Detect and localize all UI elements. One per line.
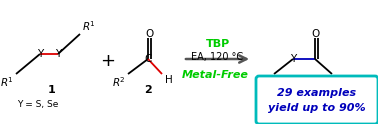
Text: Y: Y: [290, 54, 296, 64]
Text: Y = S, Se: Y = S, Se: [17, 99, 59, 108]
Text: $R^1$: $R^1$: [0, 75, 14, 89]
Text: Y: Y: [37, 49, 43, 59]
Text: EA, 120 °C: EA, 120 °C: [191, 52, 243, 62]
Text: O: O: [312, 29, 320, 39]
Text: TBP: TBP: [205, 39, 229, 49]
Text: O: O: [145, 29, 153, 39]
Text: +: +: [101, 52, 116, 70]
Text: H: H: [165, 75, 173, 85]
Text: 2: 2: [144, 85, 152, 95]
FancyBboxPatch shape: [256, 76, 378, 124]
Text: Metal-Free: Metal-Free: [182, 70, 249, 80]
Text: 1: 1: [48, 85, 56, 95]
Text: $R^2$: $R^2$: [112, 75, 126, 89]
Text: $R^1$: $R^1$: [258, 75, 272, 89]
Text: $R^1$: $R^1$: [82, 19, 96, 33]
Text: yield up to 90%: yield up to 90%: [268, 103, 366, 113]
Text: Y: Y: [55, 49, 61, 59]
Text: 29 examples: 29 examples: [277, 88, 356, 98]
Text: 3: 3: [299, 85, 307, 95]
Text: C: C: [144, 54, 152, 64]
Text: $R^2$: $R^2$: [334, 75, 348, 89]
